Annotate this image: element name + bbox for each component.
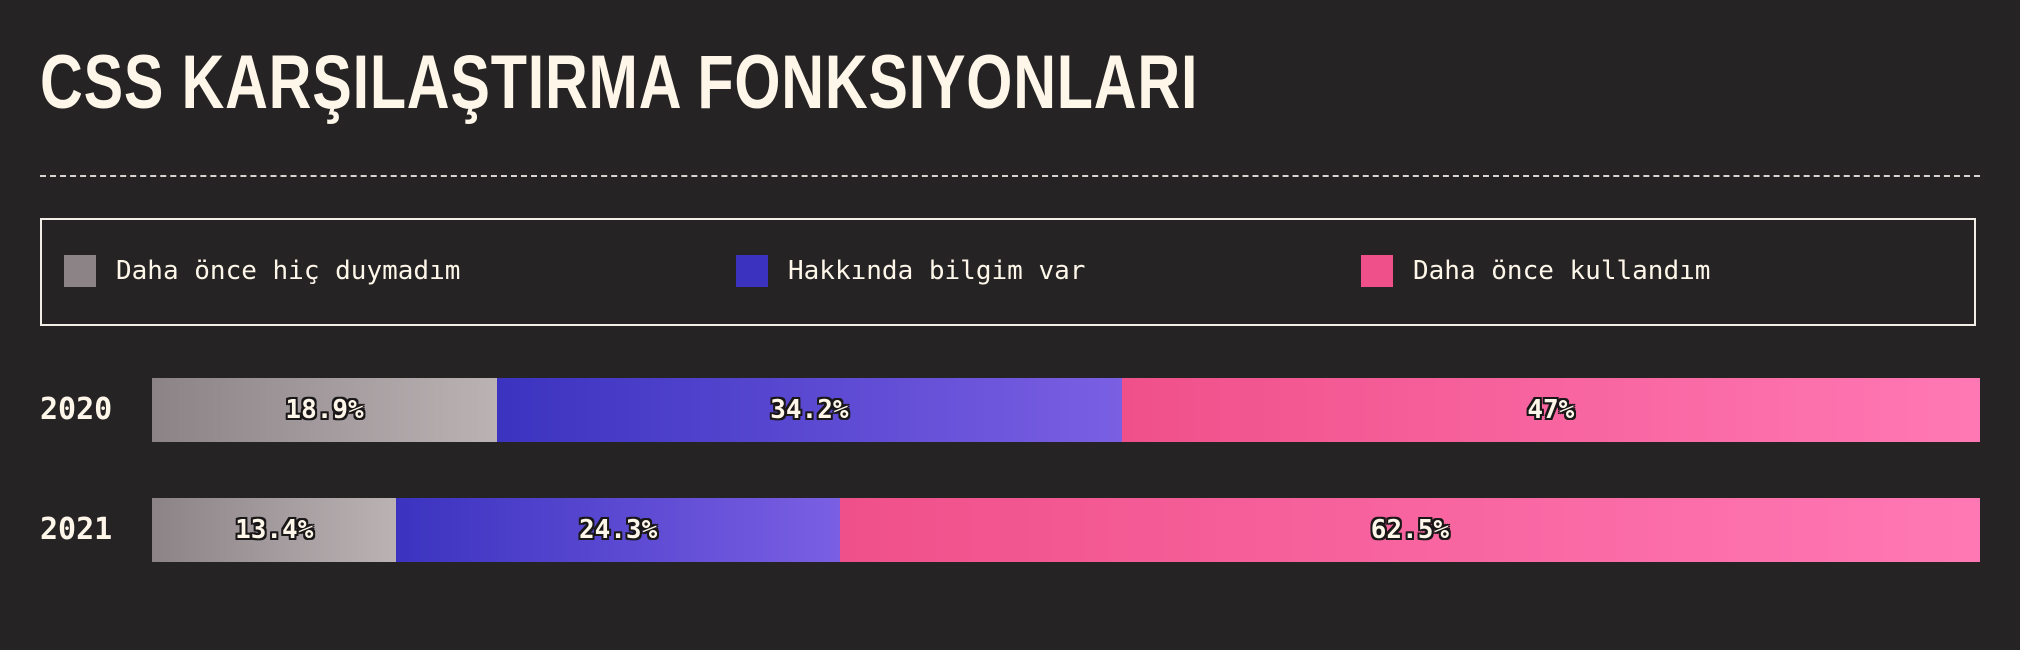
legend-item-used-before: Daha önce kullandım <box>1361 255 1710 287</box>
row-label-2021: 2021 <box>40 512 113 547</box>
row-label-2020: 2020 <box>40 392 113 427</box>
data-label-2020-used-before: 47% <box>1527 395 1575 425</box>
legend-swatch-used-before <box>1361 255 1393 287</box>
bar-segment-2020-know-about: 34.2% <box>497 378 1122 442</box>
bar-row-2020: 2020 18.9% 34.2% 47% <box>0 378 2020 442</box>
data-label-2020-never-heard: 18.9% <box>285 395 364 425</box>
chart-title: CSS KARŞILAŞTIRMA FONKSIYONLARI <box>40 40 1199 125</box>
stacked-bar-2021: 13.4% 24.3% 62.5% <box>152 498 1980 562</box>
legend-swatch-know-about <box>736 255 768 287</box>
bar-row-2021: 2021 13.4% 24.3% 62.5% <box>0 498 2020 562</box>
dashed-divider <box>40 175 1980 177</box>
legend-label-never-heard: Daha önce hiç duymadım <box>116 256 461 286</box>
data-label-2021-never-heard: 13.4% <box>235 515 314 545</box>
legend-item-know-about: Hakkında bilgim var <box>736 255 1085 287</box>
bar-segment-2021-used-before: 62.5% <box>839 498 1980 562</box>
stacked-bar-2020: 18.9% 34.2% 47% <box>152 378 1980 442</box>
legend-item-never-heard: Daha önce hiç duymadım <box>64 255 460 287</box>
bar-segment-2020-never-heard: 18.9% <box>152 378 498 442</box>
bar-segment-2021-know-about: 24.3% <box>396 498 840 562</box>
legend-label-know-about: Hakkında bilgim var <box>788 256 1086 286</box>
data-label-2021-know-about: 24.3% <box>578 515 658 545</box>
data-label-2021-used-before: 62.5% <box>1370 515 1450 545</box>
data-label-2020-know-about: 34.2% <box>770 395 849 425</box>
legend-label-used-before: Daha önce kullandım <box>1413 256 1711 286</box>
legend-swatch-never-heard <box>64 255 96 287</box>
bar-segment-2021-never-heard: 13.4% <box>152 498 397 562</box>
bar-segment-2020-used-before: 47% <box>1121 378 1980 442</box>
legend: Daha önce hiç duymadım Hakkında bilgim v… <box>40 218 1976 326</box>
